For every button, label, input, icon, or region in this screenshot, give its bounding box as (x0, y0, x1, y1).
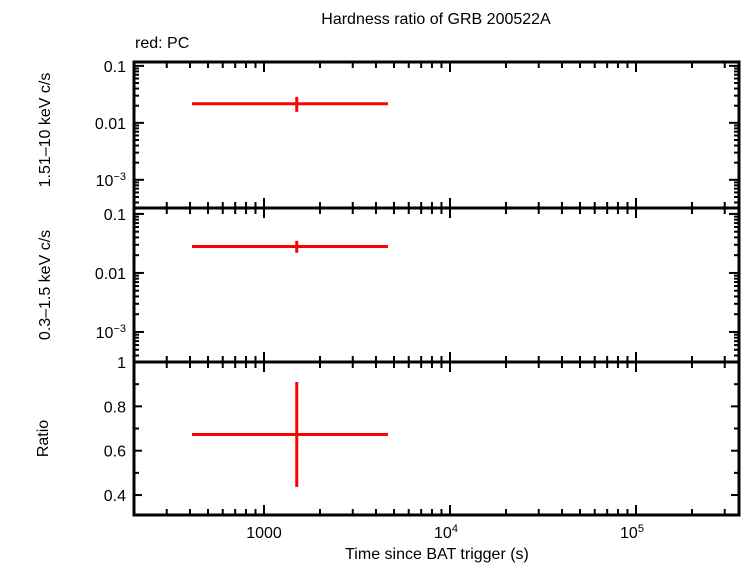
y-tick-label: 0.1 (104, 207, 126, 224)
chart-subtitle: red: PC (135, 35, 189, 52)
y-tick-label: 0.1 (104, 59, 126, 76)
x-tick-label: 1000 (246, 525, 282, 542)
y-axis-label: Ratio (35, 420, 52, 457)
y-tick-label: 0.6 (104, 444, 126, 461)
y-tick-label: 0.01 (95, 266, 126, 283)
chart-title: Hardness ratio of GRB 200522A (321, 11, 551, 28)
y-tick-label: 0.01 (95, 116, 126, 133)
x-tick-label: 104 (434, 523, 458, 542)
y-tick-label: 0.4 (104, 488, 126, 505)
panel-frame (132, 360, 741, 517)
y-tick-label: 10−3 (96, 171, 126, 190)
y-tick-label: 1 (117, 355, 126, 372)
x-axis-label: Time since BAT trigger (s) (345, 546, 529, 563)
panel-frame (132, 60, 741, 210)
y-tick-label: 0.8 (104, 399, 126, 416)
y-axis-label: 0.3–1.5 keV c/s (37, 230, 54, 340)
x-tick-label: 105 (620, 523, 644, 542)
panel-frame (132, 206, 741, 364)
y-tick-label: 10−3 (96, 323, 126, 342)
y-axis-label: 1.51–10 keV c/s (37, 73, 54, 188)
